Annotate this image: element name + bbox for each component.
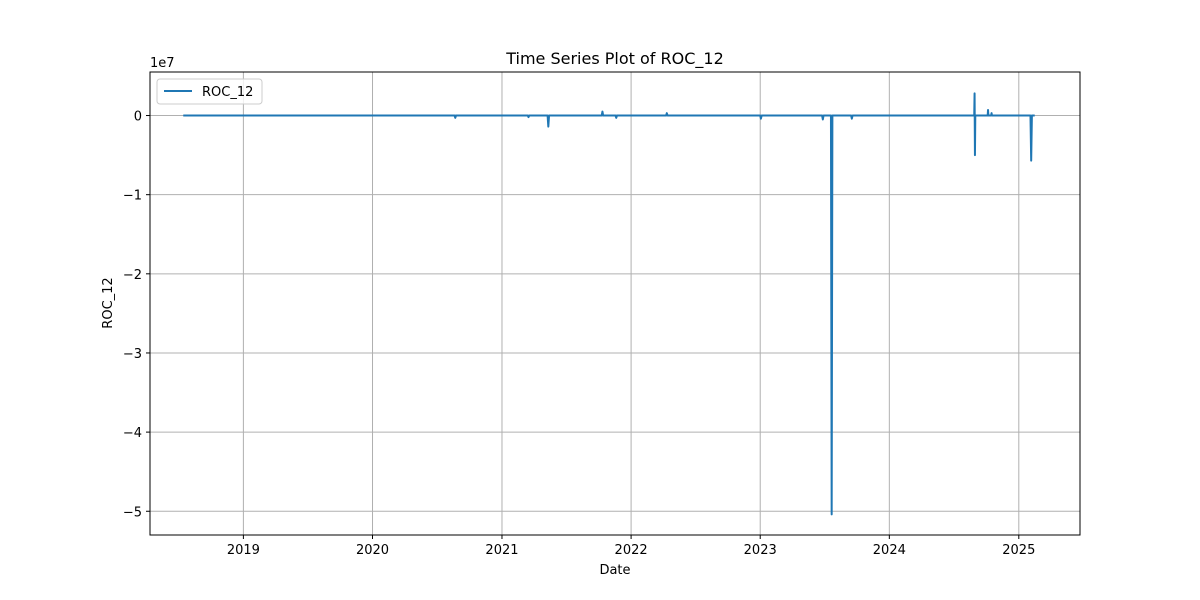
legend-label: ROC_12 xyxy=(202,85,253,100)
y-tick-label: 0 xyxy=(134,110,142,125)
plot-area-frame xyxy=(149,71,1081,536)
x-axis-label: Date xyxy=(599,563,630,578)
y-tick-label: −3 xyxy=(123,347,142,362)
series-layer xyxy=(183,92,1035,516)
x-tick-label: 2020 xyxy=(356,543,389,558)
y-tick-label: −1 xyxy=(123,189,142,204)
y-tick-label: −2 xyxy=(123,268,142,283)
x-tick-label: 2023 xyxy=(744,543,777,558)
legend-box xyxy=(156,78,263,105)
legend: ROC_12 xyxy=(156,78,263,105)
x-tick-label: 2021 xyxy=(485,543,518,558)
y-tick-label: −5 xyxy=(123,505,142,520)
x-tick-label: 2022 xyxy=(615,543,648,558)
y-axis: 0 −1 −2 −3 −4 −5 xyxy=(123,110,150,520)
y-axis-scale-label: 1e7 xyxy=(150,56,175,71)
y-axis-label: ROC_12 xyxy=(101,277,116,328)
y-tick-label: −4 xyxy=(123,426,142,441)
x-axis: 2019 2020 2021 2022 2023 2024 2025 xyxy=(227,535,1035,558)
chart-title: Time Series Plot of ROC_12 xyxy=(505,49,724,69)
series-line-roc-12 xyxy=(183,92,1035,516)
x-tick-label: 2024 xyxy=(873,543,906,558)
x-tick-label: 2019 xyxy=(227,543,260,558)
x-tick-label: 2025 xyxy=(1002,543,1035,558)
